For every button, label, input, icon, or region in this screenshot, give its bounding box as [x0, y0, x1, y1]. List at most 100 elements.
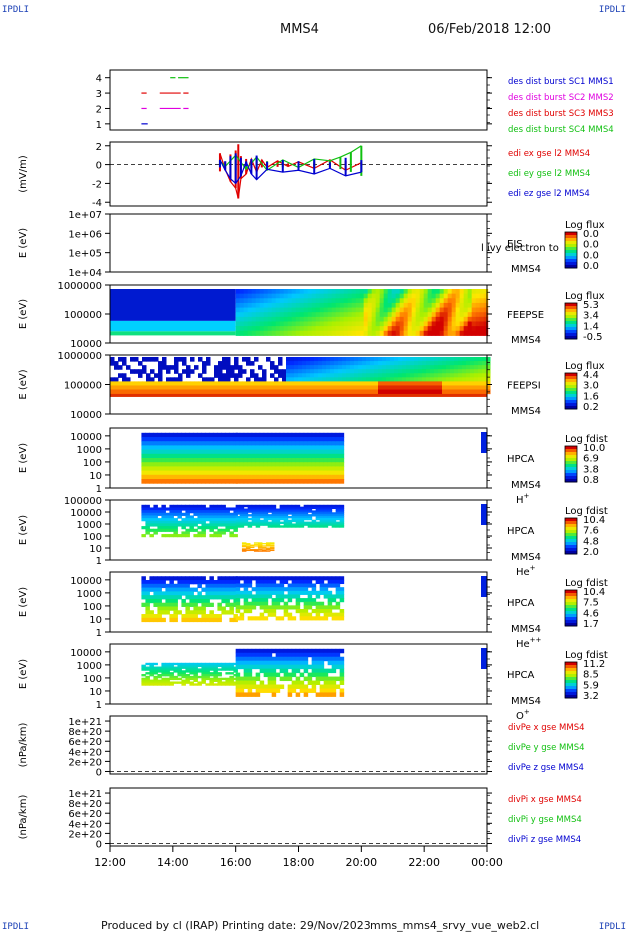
heatmap-cell [145, 432, 150, 438]
heatmap-cell [247, 441, 253, 446]
heatmap-cell [267, 470, 273, 476]
heatmap-cell [339, 326, 345, 332]
heatmap-cell [221, 479, 226, 484]
heatmap-cell [315, 321, 321, 327]
heatmap-cell [229, 617, 234, 623]
heatmap-cell [318, 373, 323, 378]
heatmap-cell [259, 688, 265, 693]
heatmap-cell [263, 330, 269, 336]
heatmap-cell [239, 656, 245, 662]
heatmap-cell [335, 302, 341, 309]
heatmap-cell [153, 441, 158, 446]
heatmap-cell [145, 580, 150, 585]
heatmap-cell [251, 330, 257, 336]
heatmap-cell [197, 675, 202, 679]
heatmap-cell [169, 510, 174, 514]
heatmap-cell [287, 590, 293, 595]
heatmap-cell [110, 389, 115, 395]
heatmap-cell [319, 668, 325, 674]
heatmap-cell [463, 326, 469, 332]
heatmap-cell [267, 449, 273, 455]
heatmap-cell [229, 453, 234, 459]
heatmap-cell [130, 357, 135, 362]
heatmap-cell [462, 361, 467, 366]
heatmap-cell [169, 606, 174, 611]
heatmap-cell [350, 369, 355, 374]
heatmap-cell [185, 674, 190, 677]
heatmap-cell [279, 664, 285, 670]
heatmap-cell [197, 595, 202, 600]
heatmap-cell [251, 462, 257, 467]
heatmap-cell [454, 385, 459, 391]
heatmap-cell [339, 648, 345, 654]
heatmap-cell [331, 504, 337, 508]
heatmap-cell [267, 330, 273, 336]
colorbar-swatch [565, 256, 577, 260]
heatmap-cell [173, 458, 178, 463]
heatmap-cell [315, 601, 321, 606]
heatmap-cell [154, 389, 159, 395]
heatmap-cell [255, 576, 261, 581]
heatmap-cell [169, 614, 174, 619]
heatmap-cell [311, 289, 317, 295]
heatmap-cell [414, 385, 419, 391]
heatmap-cell [153, 614, 158, 619]
heatmap-cell [454, 369, 459, 374]
heatmap-cell [311, 504, 317, 508]
heatmap-cell [221, 595, 226, 600]
heatmap-cell [235, 504, 241, 508]
heatmap-cell [239, 445, 245, 451]
heatmap-cell [286, 357, 291, 362]
heatmap-cell [141, 441, 146, 446]
heatmap-cell [318, 357, 323, 362]
heatmap-cell [299, 316, 305, 322]
heatmap-cell [209, 668, 214, 671]
heatmap-cell [263, 684, 269, 689]
heatmap-cell [193, 679, 198, 682]
heatmap-cell [189, 668, 194, 671]
heatmap-cell [165, 606, 170, 611]
heatmap-cell [282, 369, 287, 374]
heatmap-cell [235, 458, 241, 463]
heatmap-cell [335, 432, 341, 438]
heatmap-cell [146, 385, 151, 391]
heatmap-cell [269, 544, 275, 546]
heatmap-cell [319, 506, 325, 510]
heatmap-cell [286, 373, 291, 378]
heatmap-cell [486, 385, 491, 391]
heatmap-cell [197, 470, 202, 476]
heatmap-cell [114, 365, 119, 370]
heatmap-cell [307, 652, 313, 658]
heatmap-cell [275, 466, 281, 472]
heatmap-cell [295, 321, 301, 327]
heatmap-cell [255, 590, 261, 595]
heatmap-cell [410, 389, 415, 395]
heatmap-cell [299, 466, 305, 472]
heatmap-cell [153, 531, 158, 535]
heatmap-cell [177, 610, 182, 615]
heatmap-cell [291, 660, 297, 666]
heatmap-cell [255, 583, 261, 588]
heatmap-cell [275, 521, 281, 524]
heatmap-cell [246, 377, 251, 382]
heatmap-cell [177, 445, 182, 451]
heatmap-cell [267, 441, 273, 446]
heatmap-cell [149, 512, 154, 516]
heatmap-cell [145, 507, 150, 511]
heatmap-cell [157, 576, 162, 581]
heatmap-cell [387, 289, 393, 295]
heatmap-cell [419, 302, 425, 309]
heatmap-cell [414, 369, 419, 374]
heatmap-cell [283, 579, 289, 585]
heatmap-cell [110, 331, 236, 336]
heatmap-cell [335, 516, 341, 519]
heatmap-cell [334, 373, 339, 378]
heatmap-cell [311, 479, 317, 484]
heatmap-cell [201, 681, 206, 684]
heatmap-cell [475, 326, 481, 332]
colorbar-swatch [565, 524, 577, 528]
heatmap-cell [205, 602, 210, 607]
heatmap-cell [366, 389, 371, 395]
heatmap-cell [149, 664, 154, 668]
